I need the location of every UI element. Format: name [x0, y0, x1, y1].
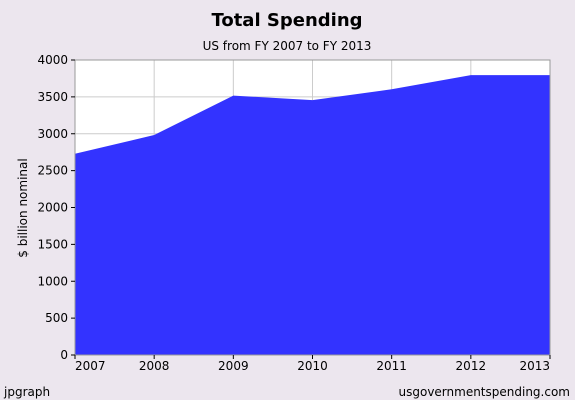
chart-subtitle: US from FY 2007 to FY 2013: [203, 39, 372, 53]
x-tick-label: 2010: [297, 359, 328, 373]
y-tick-label: 4000: [37, 53, 68, 67]
y-axis-ticks: 0 500 1000 1500 2000 2500 3000 3500 4000: [37, 53, 75, 362]
y-axis-label: $ billion nominal: [16, 158, 30, 257]
series-area: [75, 75, 550, 356]
y-tick-label: 1500: [37, 237, 68, 251]
footer-left-text: jpgraph: [3, 385, 50, 399]
footer-right-text: usgovernmentspending.com: [399, 385, 571, 399]
y-tick-label: 0: [60, 348, 68, 362]
chart-title: Total Spending: [211, 10, 362, 31]
x-tick-label: 2013: [519, 359, 550, 373]
x-tick-label: 2008: [139, 359, 170, 373]
y-tick-label: 2000: [37, 201, 68, 215]
y-tick-label: 2500: [37, 164, 68, 178]
y-tick-label: 500: [45, 311, 68, 325]
x-tick-label: 2007: [75, 359, 106, 373]
x-tick-label: 2012: [456, 359, 487, 373]
x-tick-label: 2011: [376, 359, 407, 373]
x-axis-ticks: 2007 2008 2009 2010 2011 2012 2013: [74, 355, 551, 373]
y-tick-label: 1000: [37, 274, 68, 288]
y-tick-label: 3000: [37, 127, 68, 141]
x-tick-label: 2009: [218, 359, 249, 373]
y-tick-label: 3500: [37, 90, 68, 104]
